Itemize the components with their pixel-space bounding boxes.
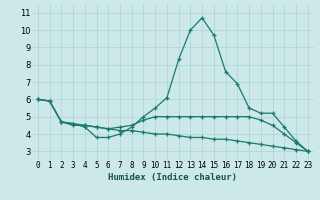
X-axis label: Humidex (Indice chaleur): Humidex (Indice chaleur) [108,173,237,182]
